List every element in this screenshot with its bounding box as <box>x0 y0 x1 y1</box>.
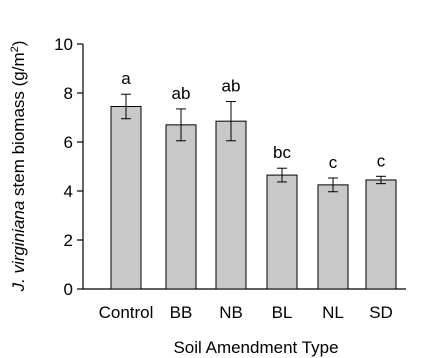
bar <box>317 184 349 290</box>
significance-letter: a <box>121 69 131 88</box>
y-axis-title: J. virginiana stem biomass (g/m2) <box>9 41 28 293</box>
bar <box>266 174 298 290</box>
x-axis-title: Soil Amendment Type <box>173 338 338 357</box>
y-tick-label: 0 <box>64 280 73 299</box>
bar <box>165 124 197 290</box>
y-tick-label: 2 <box>64 231 73 250</box>
y-tick-label: 4 <box>64 182 73 201</box>
significance-letter: bc <box>273 143 291 162</box>
bars: a ab ab bc c c <box>110 69 397 290</box>
y-tick-label: 6 <box>64 133 73 152</box>
y-axis-title-end: ) <box>9 41 28 47</box>
category-label: BB <box>170 303 193 322</box>
x-axis: Soil Amendment Type <box>83 288 406 357</box>
y-axis-title-italic: J. virginiana <box>9 201 28 293</box>
significance-letter: c <box>329 153 338 172</box>
y-tick-label: 10 <box>54 35 73 54</box>
y-tick-label: 8 <box>64 84 73 103</box>
significance-letter: ab <box>222 77 241 96</box>
significance-letter: ab <box>172 84 191 103</box>
category-label: NL <box>322 303 344 322</box>
bar <box>365 179 397 290</box>
category-label: SD <box>369 303 393 322</box>
category-label: BL <box>272 303 293 322</box>
bar <box>110 105 142 290</box>
category-labels: Control BB NB BL NL SD <box>99 303 393 322</box>
y-axis-title-main: stem biomass (g/m <box>9 52 28 200</box>
y-ticks: 0 2 4 6 8 10 <box>54 35 83 299</box>
significance-letter: c <box>377 151 386 170</box>
category-label: Control <box>99 303 154 322</box>
bar <box>215 120 247 290</box>
category-label: NB <box>219 303 243 322</box>
y-axis-title-sup: 2 <box>9 46 21 52</box>
